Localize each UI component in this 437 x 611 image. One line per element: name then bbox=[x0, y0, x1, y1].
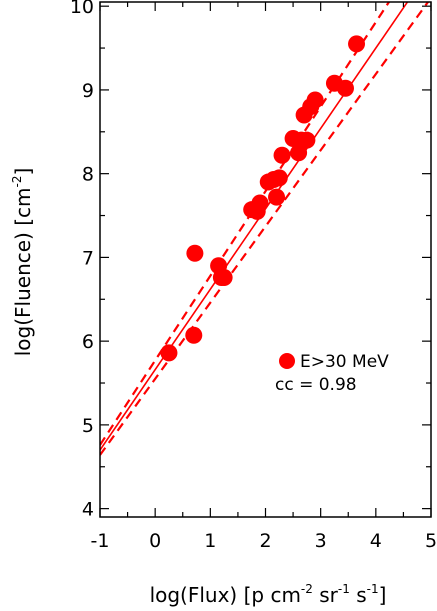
data-point bbox=[160, 344, 178, 362]
data-point bbox=[268, 188, 286, 206]
data-point bbox=[336, 79, 354, 97]
legend-marker bbox=[279, 353, 295, 369]
x-tick-label: -1 bbox=[91, 530, 110, 552]
data-point bbox=[186, 244, 204, 262]
x-tick-label: 0 bbox=[149, 530, 161, 552]
confidence-band-line bbox=[100, 2, 430, 456]
x-axis-title: log(Flux) [p cm-2 sr-1 s-1] bbox=[150, 582, 387, 607]
x-tick-label: 5 bbox=[425, 530, 437, 552]
x-axis-ticks: -1 0 1 2 3 4 5 bbox=[91, 2, 437, 552]
y-tick-label: 6 bbox=[82, 331, 94, 353]
data-point bbox=[185, 326, 203, 344]
x-tick-label: 3 bbox=[315, 530, 327, 552]
data-point bbox=[251, 194, 269, 212]
legend: E>30 MeV cc = 0.98 bbox=[275, 352, 389, 395]
y-tick-label: 7 bbox=[82, 247, 94, 269]
correlation-annotation: cc = 0.98 bbox=[275, 375, 357, 395]
data-point bbox=[215, 269, 233, 287]
data-points bbox=[160, 35, 366, 362]
x-tick-label: 2 bbox=[259, 530, 271, 552]
fit-line-group bbox=[100, 2, 409, 451]
y-tick-label: 8 bbox=[82, 164, 94, 186]
data-point bbox=[273, 146, 291, 164]
confidence-bands bbox=[100, 2, 430, 456]
y-axis-title: log(Fluence) [cm-2] bbox=[10, 168, 35, 357]
data-point bbox=[298, 131, 316, 149]
y-tick-label: 9 bbox=[82, 80, 94, 102]
data-point bbox=[306, 91, 324, 109]
y-tick-label: 4 bbox=[82, 499, 94, 521]
legend-label: E>30 MeV bbox=[300, 352, 389, 372]
plot-frame bbox=[99, 1, 432, 518]
data-point bbox=[270, 169, 288, 187]
y-tick-label: 5 bbox=[82, 415, 94, 437]
x-tick-label: 1 bbox=[204, 530, 216, 552]
y-axis-ticks: 4 5 6 7 8 9 10 bbox=[70, 0, 431, 521]
y-tick-label: 10 bbox=[70, 0, 94, 18]
data-point bbox=[348, 35, 366, 53]
x-tick-label: 4 bbox=[370, 530, 382, 552]
confidence-band-line bbox=[100, 2, 391, 446]
fit-line bbox=[100, 2, 409, 451]
